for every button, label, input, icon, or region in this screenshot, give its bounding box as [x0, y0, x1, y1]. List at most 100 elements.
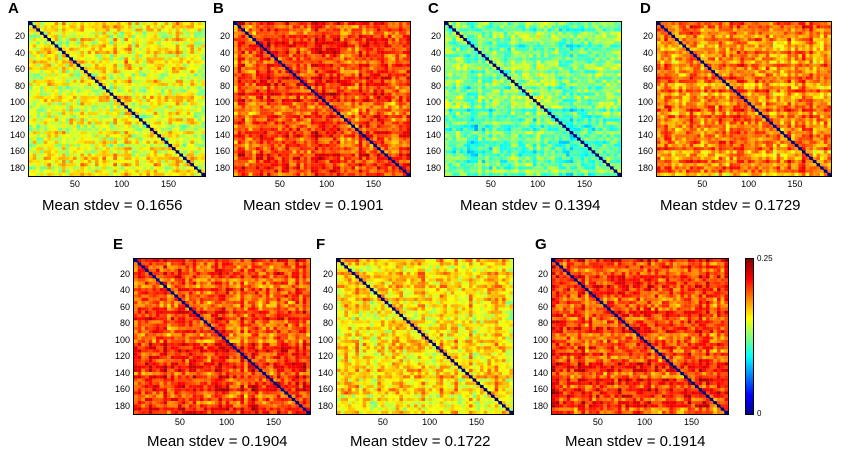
heatmap-cell	[135, 157, 139, 160]
heatmap-cell	[377, 28, 381, 31]
heatmap-cell	[40, 115, 44, 118]
heatmap-cell	[238, 125, 242, 128]
heatmap-cell	[99, 170, 103, 173]
heatmap-cell	[285, 28, 289, 31]
heatmap-cell	[165, 22, 169, 25]
heatmap-cell	[311, 73, 315, 76]
heatmap-cell	[238, 170, 242, 173]
heatmap-cell	[351, 93, 355, 96]
heatmap-cell	[533, 25, 537, 28]
heatmap-cell	[395, 48, 399, 51]
heatmap-cell	[198, 160, 202, 163]
heatmap-cell	[307, 38, 311, 41]
heatmap-cell	[51, 109, 55, 112]
heatmap-cell	[55, 22, 59, 25]
heatmap-cell	[551, 41, 555, 44]
heatmap-cell	[241, 118, 245, 121]
heatmap-cell	[333, 99, 337, 102]
heatmap-cell	[282, 150, 286, 153]
heatmap-cell	[33, 51, 37, 54]
heatmap-cell	[84, 67, 88, 70]
heatmap-cell	[348, 105, 352, 108]
heatmap-cell	[165, 147, 169, 150]
heatmap-cell	[33, 121, 37, 124]
heatmap-cell	[381, 160, 385, 163]
heatmap-cell	[293, 144, 297, 147]
heatmap-cell	[300, 141, 304, 144]
heatmap-cell	[307, 80, 311, 83]
heatmap-cell	[95, 131, 99, 134]
heatmap-cell	[139, 102, 143, 105]
heatmap-cell	[289, 170, 293, 173]
heatmap-cell	[278, 170, 282, 173]
heatmap-cell	[282, 131, 286, 134]
heatmap-cell	[373, 48, 377, 51]
heatmap-cell	[489, 22, 493, 25]
heatmap-cell	[143, 166, 147, 169]
heatmap-cell	[392, 125, 396, 128]
heatmap-cell	[388, 54, 392, 57]
heatmap-cell	[485, 32, 489, 35]
heatmap-cell	[452, 41, 456, 44]
heatmap-cell	[388, 112, 392, 115]
heatmap-cell	[355, 112, 359, 115]
heatmap-cell	[460, 25, 464, 28]
heatmap-cell	[40, 163, 44, 166]
heatmap-cell	[529, 41, 533, 44]
heatmap-cell	[570, 35, 574, 38]
heatmap-cell	[406, 96, 410, 99]
heatmap-cell	[362, 163, 366, 166]
heatmap-cell	[370, 118, 374, 121]
heatmap-cell	[187, 134, 191, 137]
heatmap-cell	[132, 166, 136, 169]
heatmap-cell	[322, 61, 326, 64]
heatmap-cell	[333, 70, 337, 73]
heatmap-cell	[135, 96, 139, 99]
heatmap-cell	[278, 166, 282, 169]
heatmap-cell	[304, 134, 308, 137]
heatmap-cell	[73, 121, 77, 124]
heatmap-cell	[267, 61, 271, 64]
heatmap-cell	[377, 163, 381, 166]
heatmap-cell	[33, 77, 37, 80]
heatmap-cell	[260, 109, 264, 112]
heatmap-cell	[132, 109, 136, 112]
heatmap-cell	[351, 70, 355, 73]
heatmap-cell	[274, 28, 278, 31]
heatmap-cell	[106, 96, 110, 99]
heatmap-cell	[351, 157, 355, 160]
heatmap-cell	[559, 22, 563, 25]
heatmap-cell	[348, 51, 352, 54]
heatmap-cell	[168, 80, 172, 83]
heatmap-cell	[201, 48, 205, 51]
heatmap-cell	[44, 57, 48, 60]
heatmap-cell	[399, 67, 403, 70]
heatmap-cell	[384, 173, 388, 176]
heatmap-cell	[44, 61, 48, 64]
heatmap-cell	[278, 25, 282, 28]
heatmap-cell	[51, 77, 55, 80]
heatmap-cell	[157, 77, 161, 80]
heatmap-cell	[106, 112, 110, 115]
heatmap-cell	[183, 160, 187, 163]
heatmap-cell	[289, 112, 293, 115]
heatmap-cell	[187, 70, 191, 73]
heatmap-cell	[135, 67, 139, 70]
heatmap-cell	[249, 22, 253, 25]
heatmap-cell	[249, 80, 253, 83]
heatmap-cell	[249, 61, 253, 64]
heatmap-cell	[161, 131, 165, 134]
heatmap-cell	[344, 166, 348, 169]
heatmap-cell	[252, 109, 256, 112]
heatmap-cell	[150, 44, 154, 47]
heatmap-cell	[33, 138, 37, 141]
heatmap-cell	[99, 41, 103, 44]
heatmap-cell	[384, 28, 388, 31]
heatmap-cell	[282, 67, 286, 70]
heatmap-cell	[366, 157, 370, 160]
heatmap-cell	[300, 154, 304, 157]
heatmap-cell	[311, 80, 315, 83]
heatmap-cell	[384, 22, 388, 25]
heatmap-cell	[143, 64, 147, 67]
heatmap-cell	[581, 35, 585, 38]
